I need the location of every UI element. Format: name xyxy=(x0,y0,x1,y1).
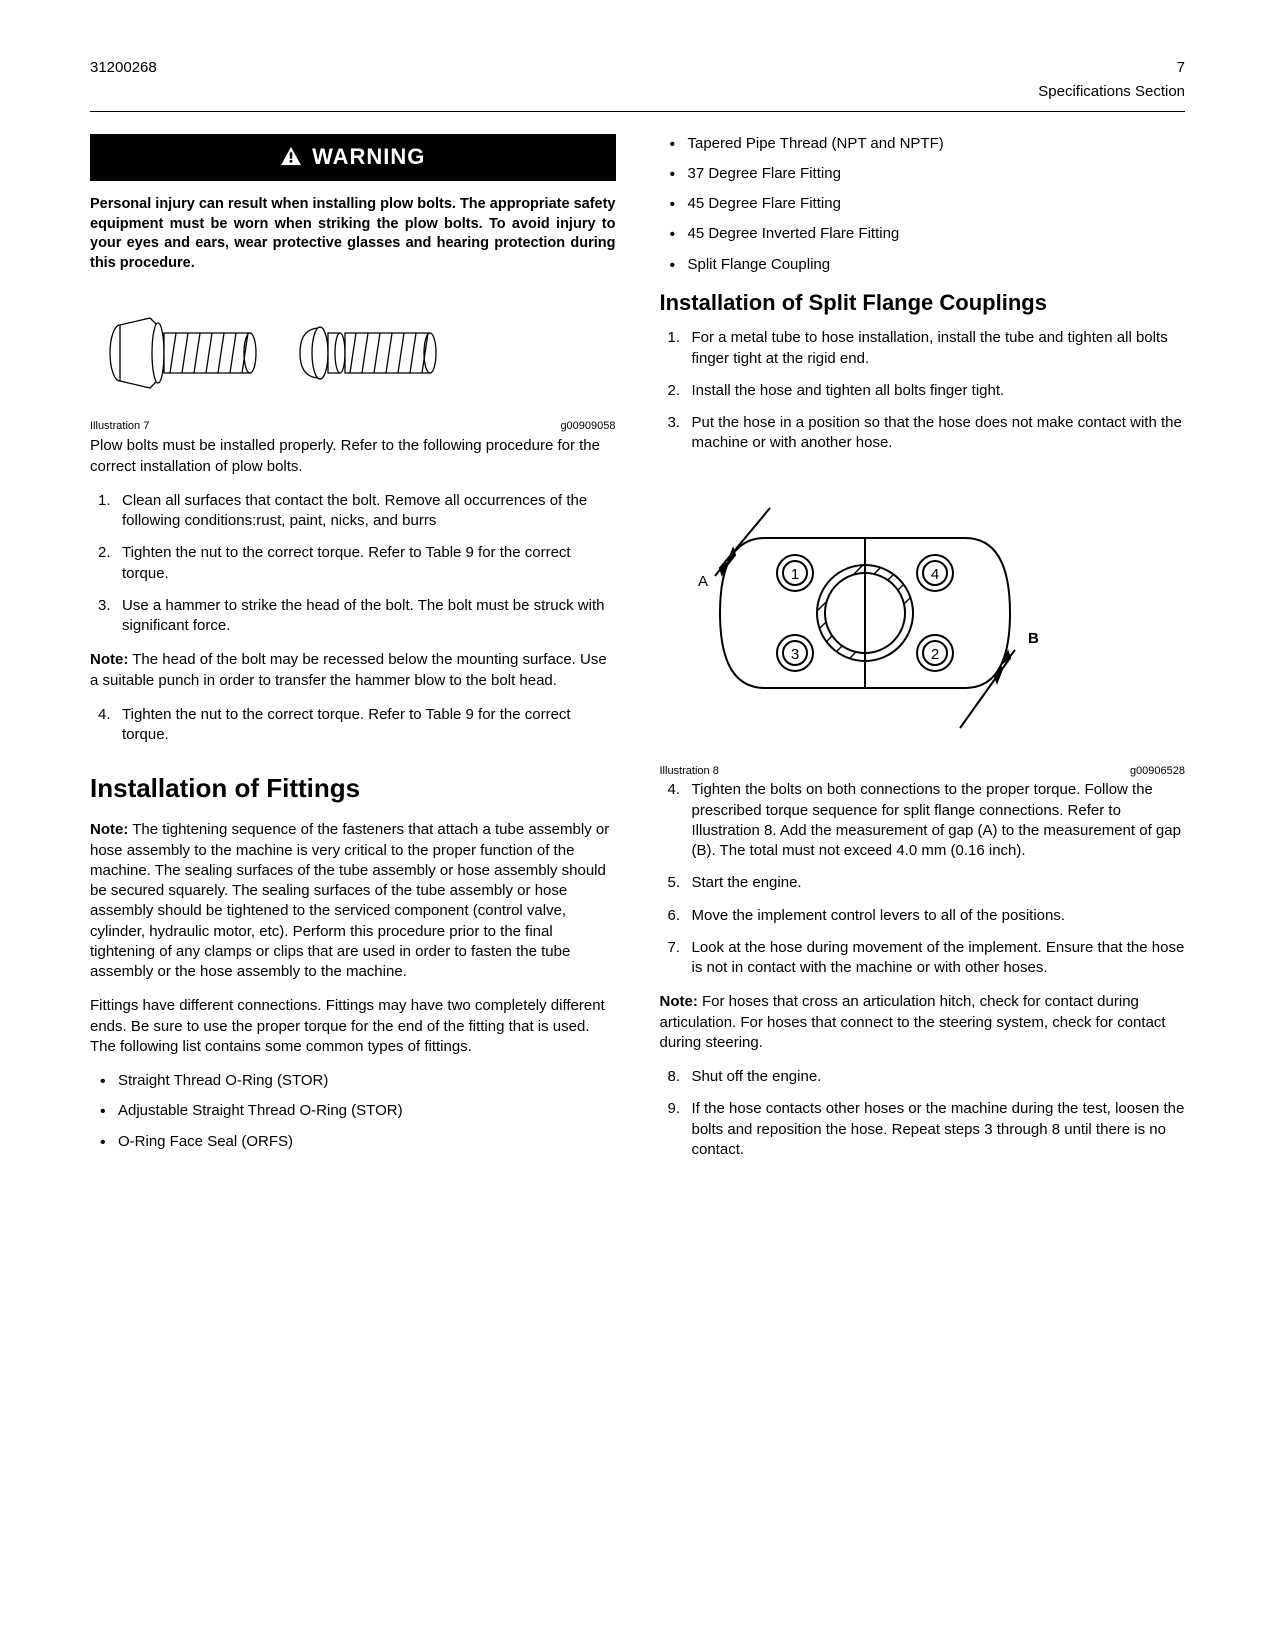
illus7-caption: Illustration 7 g00909058 xyxy=(90,419,616,434)
fitting-type: 45 Degree Flare Fitting xyxy=(660,194,1186,214)
illus8-caption: Illustration 8 g00906528 xyxy=(660,764,1186,779)
sf-step-5: Start the engine. xyxy=(660,873,1186,893)
doc-number: 31200268 xyxy=(90,58,157,78)
sf-step-9: If the hose contacts other hoses or the … xyxy=(660,1099,1186,1160)
fitting-type: Tapered Pipe Thread (NPT and NPTF) xyxy=(660,134,1186,154)
sf-step-1: For a metal tube to hose installation, i… xyxy=(660,328,1186,369)
note-label: Note: xyxy=(660,993,698,1010)
illustration-7 xyxy=(90,293,616,413)
sf-step-7: Look at the hose during movement of the … xyxy=(660,938,1186,979)
split-flange-heading: Installation of Split Flange Couplings xyxy=(660,289,1186,317)
sf-step-4: Tighten the bolts on both connections to… xyxy=(660,780,1186,861)
sf-step-3: Put the hose in a position so that the h… xyxy=(660,413,1186,454)
fitting-type: Split Flange Coupling xyxy=(660,255,1186,275)
warning-label: WARNING xyxy=(312,142,425,172)
right-column: Tapered Pipe Thread (NPT and NPTF) 37 De… xyxy=(660,134,1186,1175)
fitting-type: O-Ring Face Seal (ORFS) xyxy=(90,1132,616,1152)
page-number: 7 xyxy=(1177,58,1185,78)
split-flange-steps-8-9: Shut off the engine. If the hose contact… xyxy=(660,1067,1186,1160)
fittings-heading: Installation of Fittings xyxy=(90,771,616,806)
two-column-layout: WARNING Personal injury can result when … xyxy=(90,134,1185,1175)
svg-text:B: B xyxy=(1028,630,1039,647)
fittings-list-left: Straight Thread O-Ring (STOR) Adjustable… xyxy=(90,1071,616,1152)
plow-note-text: The head of the bolt may be recessed bel… xyxy=(90,651,607,688)
svg-text:3: 3 xyxy=(790,646,798,663)
plow-steps-1-3: Clean all surfaces that contact the bolt… xyxy=(90,491,616,637)
fitting-type: Adjustable Straight Thread O-Ring (STOR) xyxy=(90,1101,616,1121)
svg-text:1: 1 xyxy=(790,566,798,583)
sf-note-text: For hoses that cross an articulation hit… xyxy=(660,993,1166,1051)
header-rule xyxy=(90,111,1185,112)
section-name: Specifications Section xyxy=(90,82,1185,102)
plow-step-1: Clean all surfaces that contact the bolt… xyxy=(90,491,616,532)
fitting-type: 37 Degree Flare Fitting xyxy=(660,164,1186,184)
note-label: Note: xyxy=(90,821,128,838)
warning-body-text: Personal injury can result when installi… xyxy=(90,195,616,273)
illus7-label: Illustration 7 xyxy=(90,419,149,434)
split-flange-steps-1-3: For a metal tube to hose installation, i… xyxy=(660,328,1186,453)
svg-text:2: 2 xyxy=(930,646,938,663)
sf-step-2: Install the hose and tighten all bolts f… xyxy=(660,381,1186,401)
illus8-code: g00906528 xyxy=(1130,764,1185,779)
note-label: Note: xyxy=(90,651,128,668)
fitting-type: 45 Degree Inverted Flare Fitting xyxy=(660,224,1186,244)
left-column: WARNING Personal injury can result when … xyxy=(90,134,616,1175)
warning-banner: WARNING xyxy=(90,134,616,182)
illustration-8: 1 4 3 2 A B xyxy=(660,468,1186,758)
sf-step-8: Shut off the engine. xyxy=(660,1067,1186,1087)
svg-text:4: 4 xyxy=(930,566,938,583)
plow-step-4: Tighten the nut to the correct torque. R… xyxy=(90,705,616,746)
sf-note: Note: For hoses that cross an articulati… xyxy=(660,992,1186,1053)
plow-steps-4: Tighten the nut to the correct torque. R… xyxy=(90,705,616,746)
illus8-label: Illustration 8 xyxy=(660,764,719,779)
illus7-code: g00909058 xyxy=(560,419,615,434)
fittings-note: Note: The tightening sequence of the fas… xyxy=(90,820,616,982)
plow-note: Note: The head of the bolt may be recess… xyxy=(90,650,616,691)
page-header: 31200268 7 xyxy=(90,58,1185,78)
fittings-list-right: Tapered Pipe Thread (NPT and NPTF) 37 De… xyxy=(660,134,1186,275)
fittings-para2: Fittings have different connections. Fit… xyxy=(90,996,616,1057)
fittings-note-text: The tightening sequence of the fasteners… xyxy=(90,821,609,980)
sf-step-6: Move the implement control levers to all… xyxy=(660,906,1186,926)
plow-step-3: Use a hammer to strike the head of the b… xyxy=(90,596,616,637)
split-flange-steps-4-7: Tighten the bolts on both connections to… xyxy=(660,780,1186,978)
svg-text:A: A xyxy=(698,573,708,590)
warning-triangle-icon xyxy=(280,146,302,166)
plow-step-2: Tighten the nut to the correct torque. R… xyxy=(90,543,616,584)
fitting-type: Straight Thread O-Ring (STOR) xyxy=(90,1071,616,1091)
plow-intro: Plow bolts must be installed properly. R… xyxy=(90,436,616,477)
